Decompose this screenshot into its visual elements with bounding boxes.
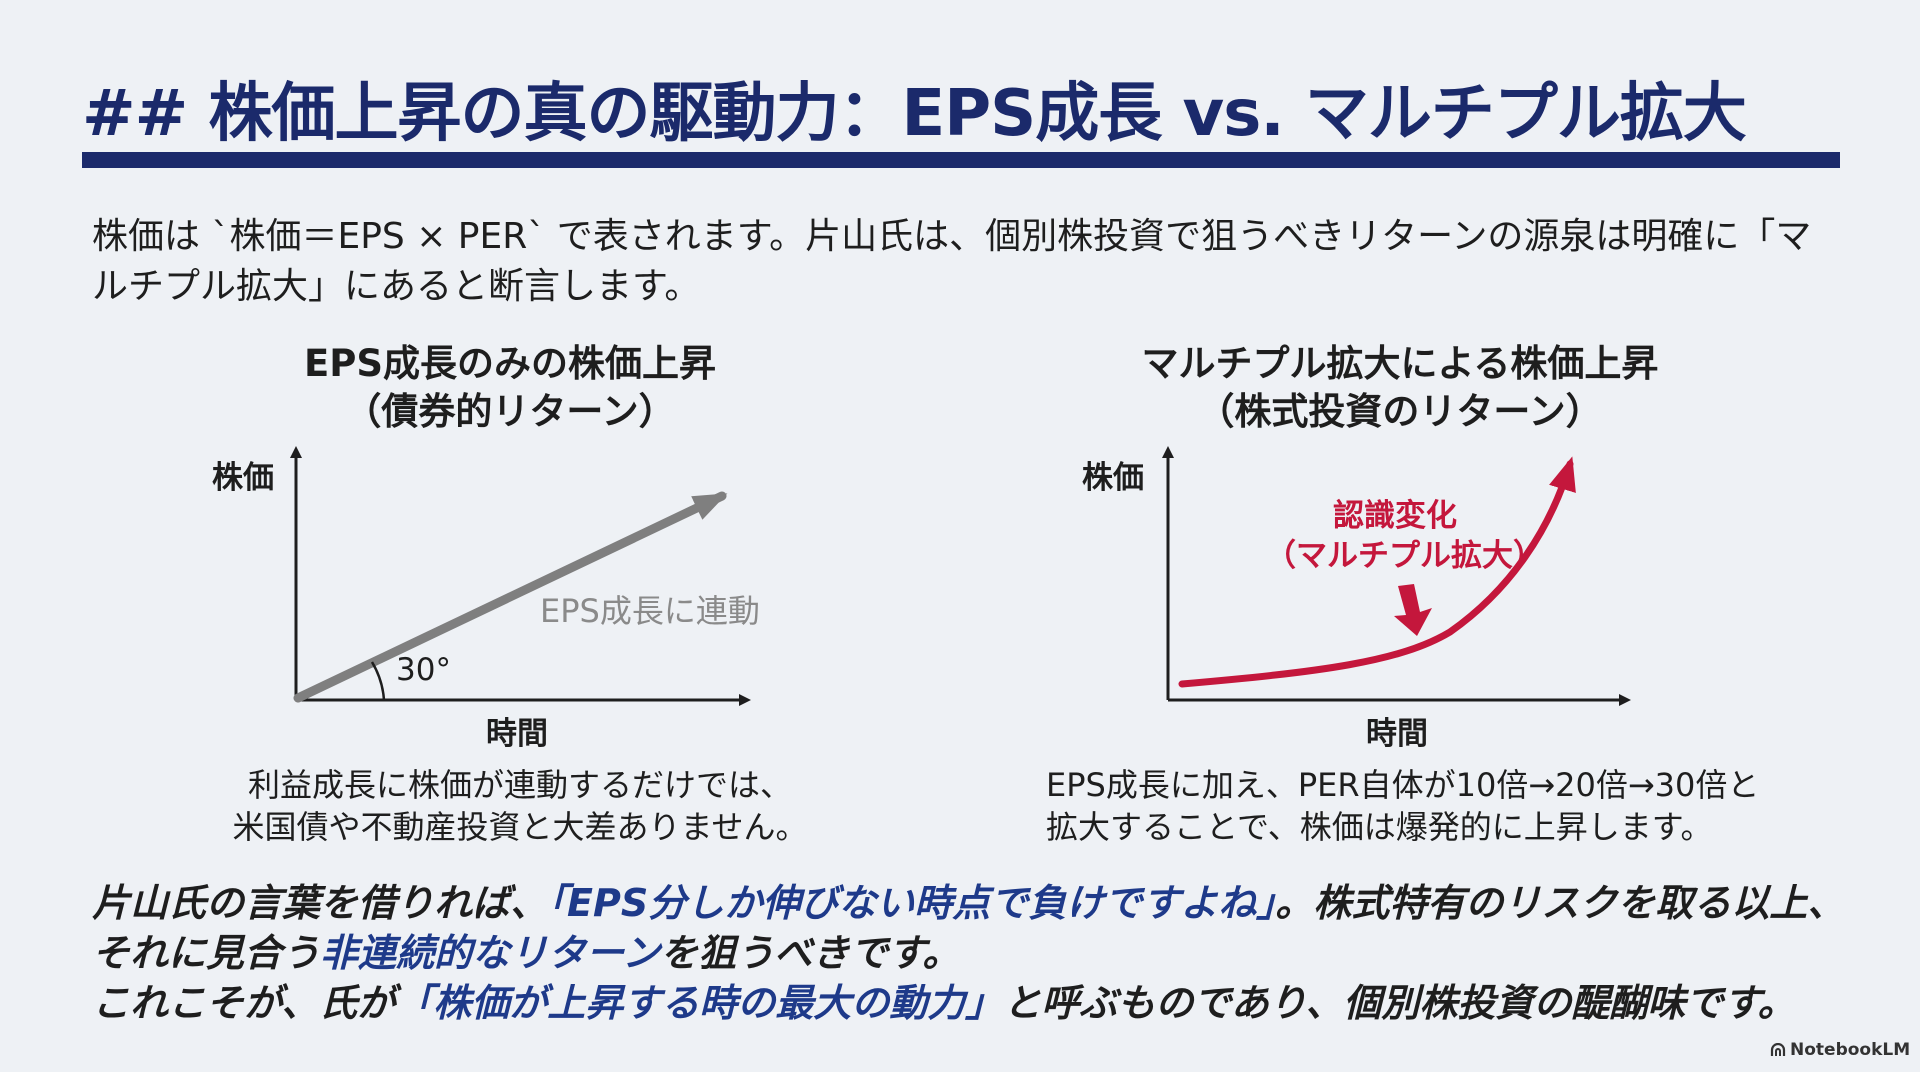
left-caption-line2: 米国債や不動産投資と大差ありません。	[232, 808, 808, 846]
right-x-axis-label: 時間	[1366, 716, 1428, 752]
right-y-axis-label: 株価	[1082, 460, 1144, 496]
eps-growth-svg	[290, 446, 751, 706]
left-panel-title-line1: EPS成長のみの株価上昇	[303, 342, 717, 385]
left-y-axis-label: 株価	[212, 460, 274, 496]
left-panel-title-line2: （債券的リターン）	[344, 390, 676, 433]
summary-part6: これこそが、氏が	[92, 981, 396, 1025]
summary-part8: と呼ぶものであり、個別株投資の醍醐味です。	[1003, 981, 1796, 1025]
summary-part3: 。株式特有のリスクを取る以上、それに見合う	[92, 881, 1846, 975]
right-caption-line1: EPS成長に加え、PER自体が10倍→20倍→30倍と	[1046, 766, 1760, 804]
recognition-change-label: 認識変化 （マルチプル拡大）	[1265, 496, 1544, 576]
eps-growth-diagram: 株価 時間 EPS成長に連動 30°	[200, 440, 780, 752]
left-x-axis-label: 時間	[486, 716, 548, 752]
recognition-change-line1: 認識変化	[1333, 498, 1457, 534]
notebook-icon	[1770, 1043, 1786, 1056]
eps-growth-line	[293, 491, 728, 703]
left-caption: 利益成長に株価が連動するだけでは、 米国債や不動産投資と大差ありません。	[220, 764, 820, 848]
logo-text: NotebookLM	[1790, 1040, 1911, 1060]
summary-highlight: 非連続的なリターン	[320, 931, 661, 975]
multiple-expansion-diagram: 株価 時間 認識変化 （マルチプル拡大）	[1070, 440, 1650, 752]
right-caption: EPS成長に加え、PER自体が10倍→20倍→30倍と 拡大することで、株価は爆…	[1046, 764, 1766, 848]
angle-label: 30°	[396, 652, 451, 688]
right-panel-title: マルチプル拡大による株価上昇 （株式投資のリターン）	[1100, 340, 1700, 436]
title-underline	[82, 152, 1840, 168]
summary-part5: を狙うべきです。	[660, 931, 961, 975]
intro-text: 株価は `株価＝EPS × PER` で表されます。片山氏は、個別株投資で狙うべ…	[92, 216, 1812, 307]
right-caption-line2: 拡大することで、株価は爆発的に上昇します。	[1046, 808, 1713, 846]
left-panel-title: EPS成長のみの株価上昇 （債券的リターン）	[230, 340, 790, 436]
multiple-expansion-curve	[1178, 456, 1576, 688]
summary-part1: 片山氏の言葉を借りれば、	[92, 881, 549, 925]
eps-link-label: EPS成長に連動	[540, 592, 760, 630]
left-caption-line1: 利益成長に株価が連動するだけでは、	[247, 766, 792, 804]
summary-text: 片山氏の言葉を借りれば、「EPS分しか伸びない時点で負けですよね」。株式特有のリ…	[92, 878, 1872, 1028]
multiple-expansion-svg	[1162, 446, 1631, 706]
angle-arc	[370, 661, 386, 701]
page-title: ## 株価上昇の真の駆動力：EPS成長 vs. マルチプル拡大	[82, 77, 1747, 151]
right-panel-title-line2: （株式投資のリターン）	[1197, 390, 1603, 433]
right-panel-title-line1: マルチプル拡大による株価上昇	[1141, 342, 1659, 385]
summary-quote2: 「株価が上昇する時の最大の動力」	[395, 981, 1004, 1025]
summary-quote1: 「EPS分しか伸びない時点で負けですよね」	[548, 881, 1276, 925]
recognition-change-line2: （マルチプル拡大）	[1265, 538, 1544, 574]
down-arrow	[1394, 584, 1432, 636]
notebooklm-logo: NotebookLM	[1770, 1040, 1910, 1060]
